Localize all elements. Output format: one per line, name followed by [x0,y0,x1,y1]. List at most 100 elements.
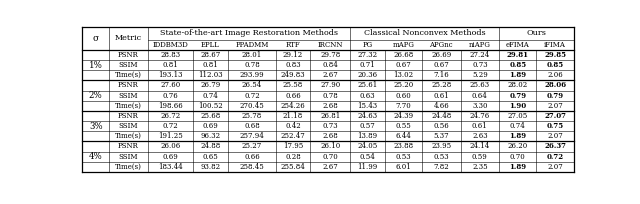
Text: 191.25: 191.25 [158,132,182,140]
Text: 24.48: 24.48 [431,112,451,120]
Text: 2.07: 2.07 [547,102,563,110]
Text: 0.75: 0.75 [547,122,564,130]
Text: Classical Nonconvex Methods: Classical Nonconvex Methods [364,29,486,37]
Text: 0.74: 0.74 [202,92,218,100]
Text: 0.70: 0.70 [323,153,338,161]
Text: 26.10: 26.10 [320,142,340,150]
Text: 0.57: 0.57 [360,122,375,130]
Text: 0.54: 0.54 [360,153,375,161]
Text: 0.83: 0.83 [285,61,301,69]
Text: 257.94: 257.94 [240,132,264,140]
Text: 1.90: 1.90 [509,102,527,110]
Text: 0.56: 0.56 [433,122,449,130]
Text: 0.28: 0.28 [285,153,301,161]
Text: 198.66: 198.66 [158,102,182,110]
Text: 0.67: 0.67 [433,61,449,69]
Text: SSIM: SSIM [119,92,138,100]
Text: 0.71: 0.71 [360,61,375,69]
Text: 0.78: 0.78 [244,61,260,69]
Text: 100.52: 100.52 [198,102,223,110]
Text: 2%: 2% [89,91,102,100]
Text: 0.59: 0.59 [472,153,488,161]
Text: 27.05: 27.05 [508,112,528,120]
Text: 0.53: 0.53 [433,153,449,161]
Text: EPLL: EPLL [201,41,220,49]
Text: 28.01: 28.01 [242,51,262,59]
Text: 112.03: 112.03 [198,71,223,79]
Text: 25.27: 25.27 [242,142,262,150]
Text: PSNR: PSNR [118,51,139,59]
Text: 27.24: 27.24 [470,51,490,59]
Text: SSIM: SSIM [119,61,138,69]
Text: eFIMA: eFIMA [506,41,530,49]
Text: 25.63: 25.63 [470,81,490,90]
Text: 4.66: 4.66 [433,102,449,110]
Text: 25.20: 25.20 [393,81,413,90]
Text: 24.76: 24.76 [470,112,490,120]
Text: PSNR: PSNR [118,142,139,150]
Text: 27.32: 27.32 [357,51,378,59]
Text: σ: σ [93,34,99,43]
Text: 0.60: 0.60 [396,92,411,100]
Text: niAPG: niAPG [469,41,491,49]
Text: 183.44: 183.44 [158,163,182,171]
Text: 0.66: 0.66 [285,92,301,100]
Text: 25.61: 25.61 [357,81,378,90]
Text: 0.72: 0.72 [547,153,564,161]
Text: 25.58: 25.58 [283,81,303,90]
Text: 28.67: 28.67 [200,51,221,59]
Text: RTF: RTF [285,41,300,49]
Text: 11.99: 11.99 [357,163,378,171]
Text: PPADMM: PPADMM [236,41,269,49]
Text: 24.05: 24.05 [357,142,378,150]
Text: 6.44: 6.44 [396,132,411,140]
Text: 27.07: 27.07 [544,112,566,120]
Text: 25.78: 25.78 [242,112,262,120]
Text: 24.39: 24.39 [393,112,413,120]
Text: 26.37: 26.37 [544,142,566,150]
Text: 28.02: 28.02 [508,81,528,90]
Text: 24.63: 24.63 [357,112,378,120]
Text: 0.63: 0.63 [360,92,375,100]
Text: 0.70: 0.70 [510,153,525,161]
Text: Metric: Metric [115,34,142,42]
Text: 17.95: 17.95 [283,142,303,150]
Text: 0.78: 0.78 [323,92,338,100]
Text: 1%: 1% [89,61,102,70]
Text: 24.88: 24.88 [200,142,221,150]
Text: 29.78: 29.78 [320,51,340,59]
Text: 29.85: 29.85 [544,51,566,59]
Text: 2.07: 2.07 [547,163,563,171]
Text: 96.32: 96.32 [200,132,220,140]
Text: 28.06: 28.06 [544,81,566,90]
Text: Ours: Ours [527,29,547,37]
Text: 20.36: 20.36 [357,71,378,79]
Text: 7.82: 7.82 [433,163,449,171]
Text: 13.02: 13.02 [393,71,413,79]
Text: 26.68: 26.68 [393,51,413,59]
Text: 0.61: 0.61 [472,122,488,130]
Text: 25.28: 25.28 [431,81,451,90]
Text: 0.69: 0.69 [163,153,178,161]
Text: 23.95: 23.95 [431,142,451,150]
Text: 29.12: 29.12 [283,51,303,59]
Text: 255.84: 255.84 [280,163,305,171]
Text: 0.84: 0.84 [323,61,338,69]
Text: 25.68: 25.68 [200,112,221,120]
Text: 26.20: 26.20 [508,142,528,150]
Text: 4%: 4% [89,152,102,161]
Text: 93.82: 93.82 [200,163,220,171]
Text: 0.69: 0.69 [202,122,218,130]
Text: 0.81: 0.81 [202,61,218,69]
Text: 1.89: 1.89 [509,163,527,171]
Text: IDDBM3D: IDDBM3D [152,41,188,49]
Text: 254.26: 254.26 [280,102,305,110]
Text: 0.79: 0.79 [547,92,564,100]
Text: State-of-the-art Image Restoration Methods: State-of-the-art Image Restoration Metho… [160,29,338,37]
Text: 0.67: 0.67 [396,61,411,69]
Text: 0.65: 0.65 [202,153,218,161]
Text: 0.55: 0.55 [396,122,411,130]
Text: 5.29: 5.29 [472,71,488,79]
Text: SSIM: SSIM [119,122,138,130]
Text: 26.72: 26.72 [160,112,180,120]
